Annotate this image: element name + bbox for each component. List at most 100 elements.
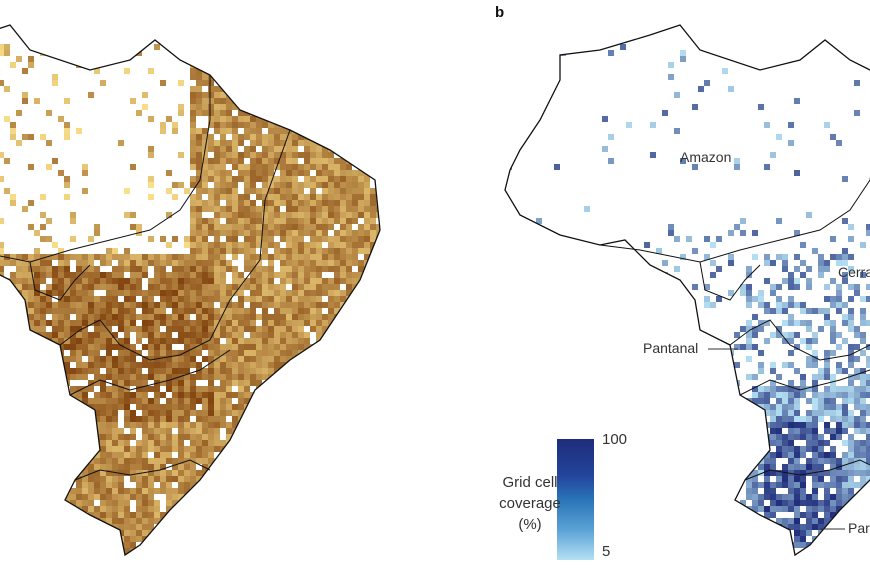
grid-cell [184, 542, 190, 548]
grid-cell [794, 302, 800, 308]
grid-cell [226, 518, 232, 524]
grid-cell [262, 110, 268, 116]
grid-cell [346, 200, 352, 206]
grid-cell [800, 392, 806, 398]
grid-cell [256, 68, 262, 74]
grid-cell [298, 332, 304, 338]
grid-cell [274, 56, 280, 62]
grid-cell [0, 458, 4, 464]
grid-cell [22, 416, 28, 422]
grid-cell [298, 25, 304, 26]
grid-cell [4, 512, 10, 518]
grid-cell [842, 260, 848, 266]
grid-cell [262, 254, 268, 260]
grid-cell [16, 260, 22, 266]
grid-cell [118, 494, 124, 500]
grid-cell [262, 38, 268, 44]
grid-cell [352, 302, 358, 308]
grid-cell [818, 254, 824, 260]
grid-cell [112, 248, 118, 254]
grid-cell [334, 170, 340, 176]
grid-cell [250, 302, 256, 308]
grid-cell [64, 260, 70, 266]
grid-cell [358, 224, 364, 230]
grid-cell [244, 386, 250, 392]
grid-cell [346, 524, 352, 530]
grid-cell [346, 194, 352, 200]
grid-cell [268, 104, 274, 110]
grid-cell [244, 308, 250, 314]
grid-cell [172, 446, 178, 452]
grid-cell [280, 410, 286, 416]
grid-cell [64, 530, 70, 536]
grid-cell [46, 254, 52, 260]
grid-cell [316, 110, 322, 116]
grid-cell [250, 134, 256, 140]
grid-cell [28, 548, 34, 554]
grid-cell [268, 134, 274, 140]
grid-cell [346, 530, 352, 536]
grid-cell [358, 326, 364, 332]
grid-cell [280, 254, 286, 260]
grid-cell [130, 302, 136, 308]
grid-cell [0, 428, 4, 434]
grid-cell [304, 464, 310, 470]
grid-cell [196, 284, 202, 290]
grid-cell [268, 68, 274, 74]
grid-cell [130, 356, 136, 362]
grid-cell [316, 332, 322, 338]
grid-cell [238, 314, 244, 320]
grid-cell [788, 434, 794, 440]
grid-cell [160, 374, 166, 380]
grid-cell [776, 386, 782, 392]
grid-cell [346, 26, 352, 32]
grid-cell [4, 44, 10, 50]
grid-cell [88, 254, 94, 260]
grid-cell [226, 464, 232, 470]
grid-cell [184, 374, 190, 380]
grid-cell [280, 266, 286, 272]
grid-cell [310, 80, 316, 86]
grid-cell [166, 482, 172, 488]
grid-cell [250, 464, 256, 470]
grid-cell [178, 434, 184, 440]
grid-cell [322, 410, 328, 416]
grid-cell [70, 32, 76, 38]
grid-cell [782, 386, 788, 392]
grid-cell [244, 248, 250, 254]
grid-cell [734, 224, 740, 230]
grid-cell [256, 176, 262, 182]
grid-cell [58, 116, 64, 122]
grid-cell [82, 554, 88, 555]
grid-cell [334, 536, 340, 542]
grid-cell [656, 386, 662, 392]
grid-cell [286, 242, 292, 248]
grid-cell [382, 122, 388, 128]
grid-cell [370, 242, 376, 248]
grid-cell [148, 296, 154, 302]
grid-cell [310, 158, 316, 164]
grid-cell [244, 200, 250, 206]
grid-cell [316, 92, 322, 98]
grid-cell [704, 80, 710, 86]
grid-cell [800, 242, 806, 248]
grid-cell [232, 320, 238, 326]
grid-cell [178, 314, 184, 320]
grid-cell [310, 98, 316, 104]
grid-cell [70, 326, 76, 332]
grid-cell [4, 452, 10, 458]
grid-cell [364, 440, 370, 446]
grid-cell [286, 158, 292, 164]
grid-cell [100, 80, 106, 86]
grid-cell [734, 344, 740, 350]
grid-cell [208, 296, 214, 302]
grid-cell [0, 254, 4, 260]
grid-cell [184, 404, 190, 410]
grid-cell [262, 248, 268, 254]
grid-cell [10, 524, 16, 530]
grid-cell [298, 548, 304, 554]
grid-cell [280, 32, 286, 38]
grid-cell [100, 278, 106, 284]
grid-cell [208, 476, 214, 482]
grid-cell [184, 488, 190, 494]
